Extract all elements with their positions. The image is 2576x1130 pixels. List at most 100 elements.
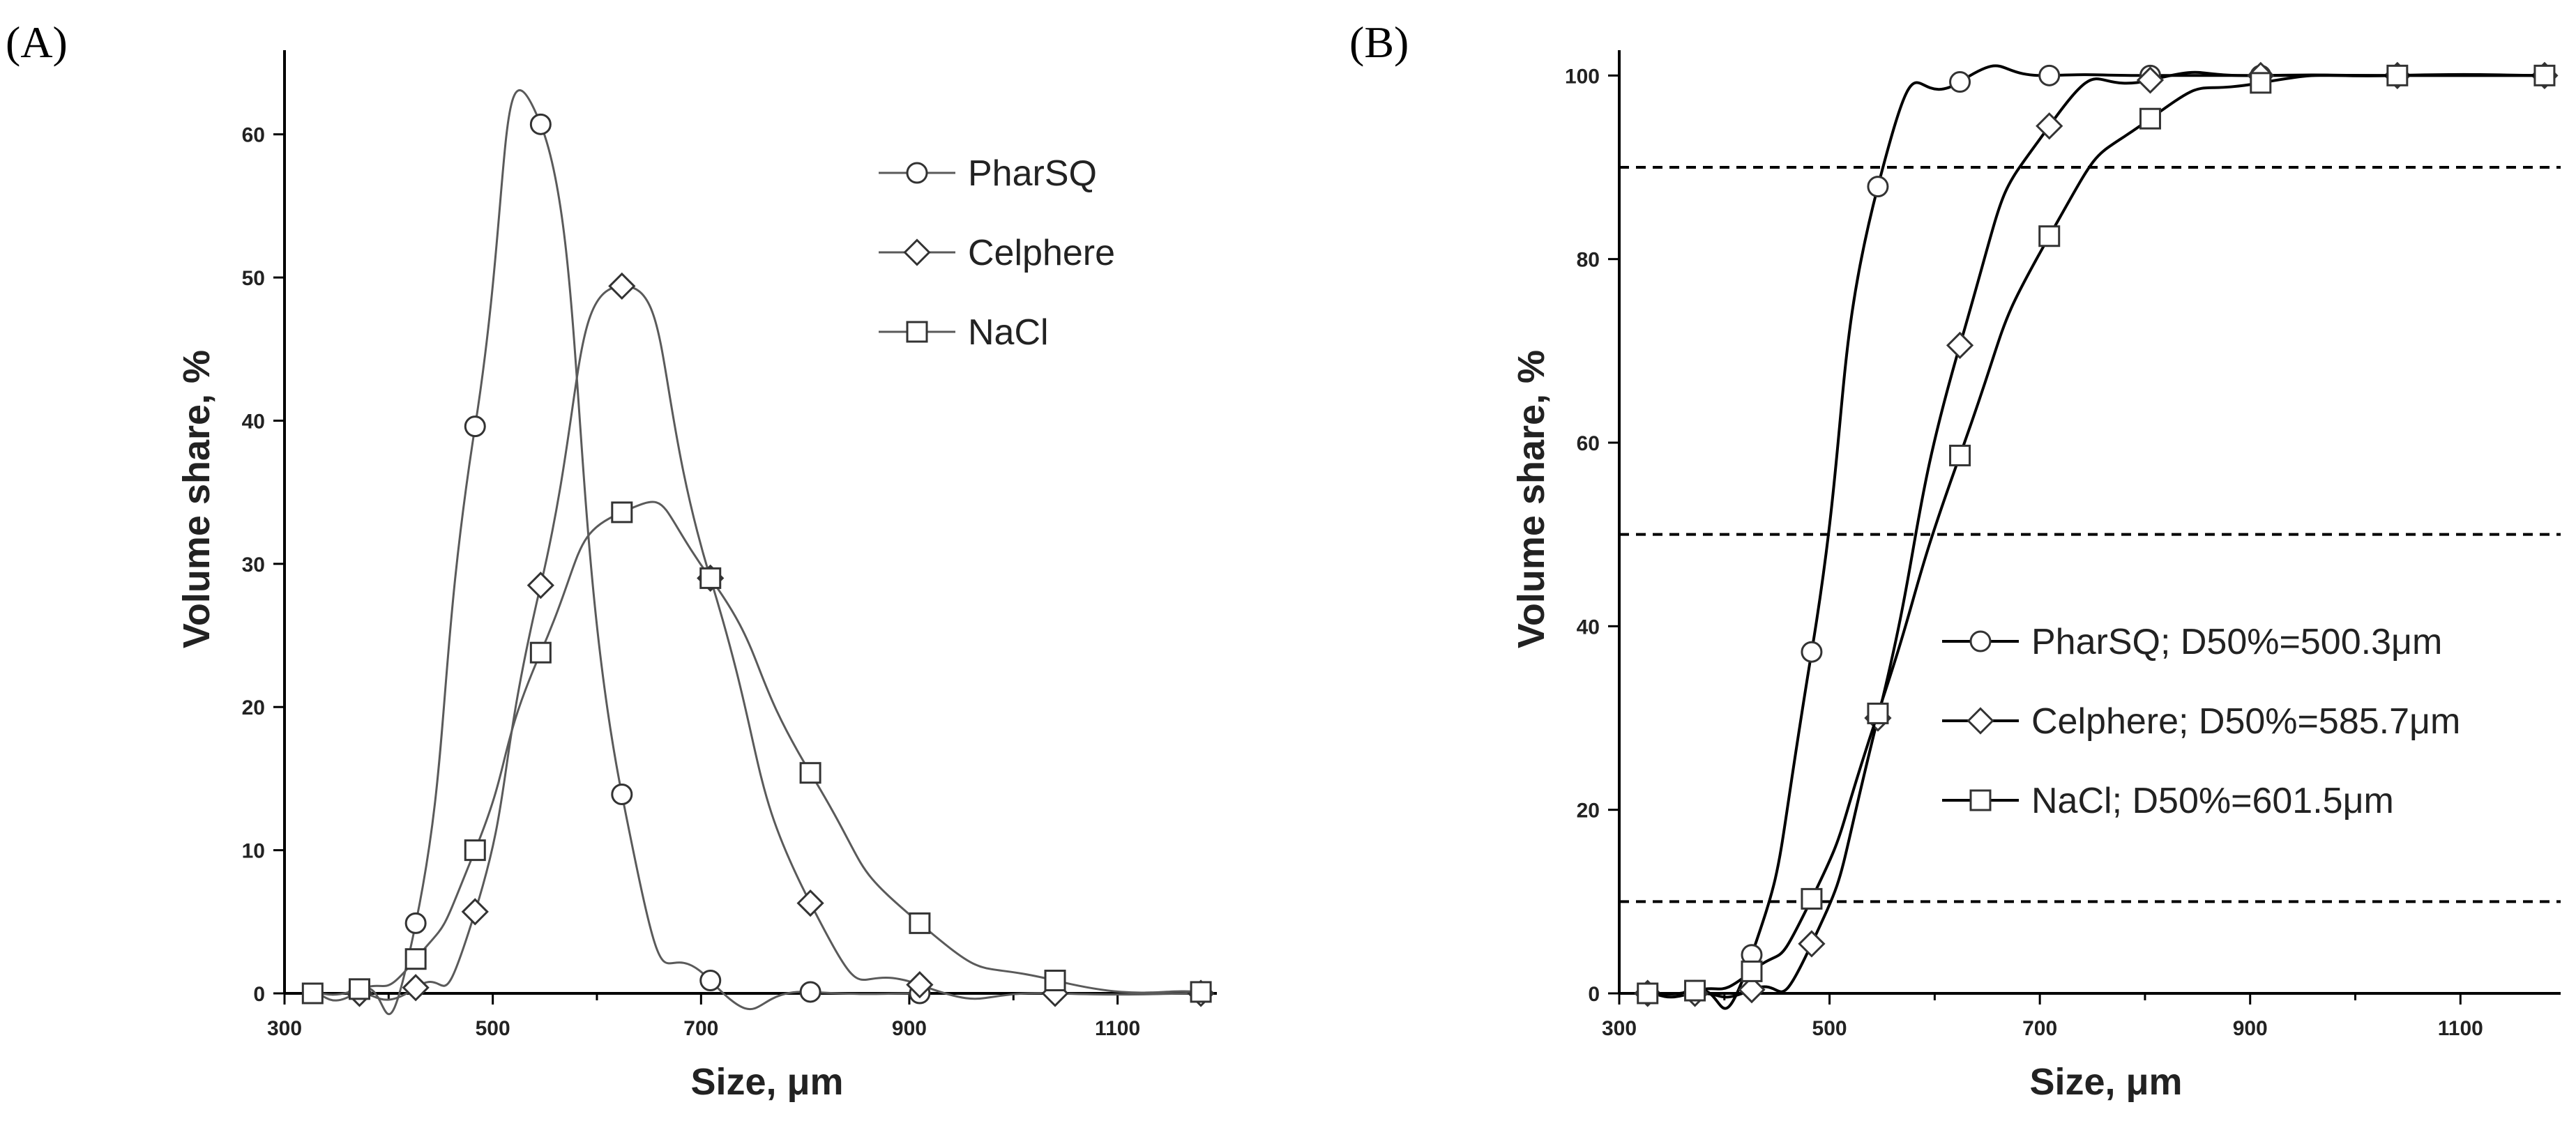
x-tick-label: 500 [476,1017,510,1040]
data-point [699,567,722,589]
x-tick-label: 500 [1812,1017,1847,1040]
x-tick-label: 900 [2233,1017,2268,1040]
legend-marker [906,321,928,343]
panel-a-x-axis-title: Size, μm [690,1061,843,1103]
series-line [312,501,1202,996]
data-point [909,912,931,934]
series-line [312,89,920,1016]
x-tick-label: 900 [892,1017,927,1040]
series-line [1647,70,2545,999]
legend-entry: Celphere; D50%=585.7μm [1942,701,2460,742]
panel-b-legend: PharSQ; D50%=500.3μm Celphere; D50%=585.7… [1942,622,2460,821]
data-point [2038,225,2061,247]
legend-label: NaCl [968,312,1049,353]
legend-marker [906,162,928,184]
legend-entry: PharSQ [879,153,1097,194]
panel-b-series [1634,61,2559,1010]
y-tick-label: 0 [1588,983,1600,1006]
data-point [608,272,636,300]
panel-a: (A) Size, μm Volume share, % 0 10 20 30 40 50… [6,17,1217,1103]
data-point [1801,641,1823,663]
data-point [611,501,633,524]
data-point [404,948,427,970]
data-point [1949,444,1971,466]
data-point [404,912,427,934]
y-tick-label: 60 [1577,432,1600,455]
series-pharsq [1637,64,2556,1010]
x-tick-label: 300 [1602,1017,1637,1040]
y-tick-label: 40 [242,410,265,433]
y-tick-label: 80 [1577,249,1600,272]
x-tick-label: 1100 [1095,1017,1140,1040]
legend-entry: NaCl; D50%=601.5μm [1942,781,2394,821]
x-tick-label: 700 [2022,1017,2057,1040]
legend-label: NaCl; D50%=601.5μm [2031,781,2394,821]
data-point [529,641,552,664]
data-point [464,839,486,862]
data-point [2139,107,2161,130]
data-point [1044,970,1066,992]
data-point [1798,930,1826,958]
data-point [349,978,371,1000]
data-point [301,982,324,1005]
y-tick-label: 40 [1577,616,1600,639]
legend-label: Celphere [968,233,1115,273]
panel-a-label: (A) [6,17,68,67]
data-point [699,970,722,992]
data-point [1738,976,1766,1004]
series-pharsq [301,89,931,1016]
x-tick-label: 300 [267,1017,302,1040]
data-point [1867,702,1889,724]
data-point [1946,331,1974,360]
data-point [799,981,821,1003]
data-point [529,113,552,135]
panel-a-y-axis-title: Volume share, % [176,350,218,648]
y-tick-label: 0 [253,983,265,1006]
data-point [1637,982,1659,1005]
panel-b-y-axis-title: Volume share, % [1510,350,1552,648]
legend-entry: Celphere [879,233,1115,273]
data-point [906,971,934,999]
data-point [402,974,430,1002]
legend-marker [1969,630,1992,652]
data-point [526,572,554,600]
panel-b-x-axis-title: Size, μm [2029,1061,2182,1103]
data-point [1801,887,1823,910]
y-tick-label: 100 [1565,65,1600,88]
data-point [1867,176,1889,198]
data-point [2136,66,2165,94]
panel-b: (B) Size, μm Volume share, % 0 20 40 60 80 10… [1349,17,2561,1103]
legend-label: PharSQ; D50%=500.3μm [2031,622,2442,662]
data-point [2036,112,2063,140]
x-tick-label: 700 [683,1017,718,1040]
legend-marker [903,238,931,266]
data-point [2038,64,2061,86]
legend-entry: PharSQ; D50%=500.3μm [1942,622,2442,662]
panel-a-legend: PharSQ Celphere NaCl [879,153,1115,353]
series-nacl [1637,64,2556,1005]
panel-a-series [301,89,1215,1016]
data-point [1949,71,1971,93]
legend-marker [1969,789,1992,811]
legend-label: PharSQ [968,153,1097,194]
series-line [1647,64,2545,1010]
legend-label: Celphere; D50%=585.7μm [2031,701,2460,742]
data-point [1741,960,1763,982]
data-point [464,415,486,438]
legend-entry: NaCl [879,312,1049,353]
panel-b-label: (B) [1349,17,1409,67]
y-tick-label: 60 [242,124,265,147]
y-tick-label: 10 [242,840,265,863]
data-point [796,889,824,917]
data-point [2533,64,2556,86]
data-point [1684,979,1706,1002]
series-celphere [345,272,1215,1007]
data-point [2250,72,2272,94]
y-tick-label: 20 [1577,800,1600,823]
y-tick-label: 20 [242,696,265,719]
series-line [1647,72,2545,996]
data-point [2386,64,2409,86]
series-line [359,284,1202,1001]
data-point [611,784,633,806]
